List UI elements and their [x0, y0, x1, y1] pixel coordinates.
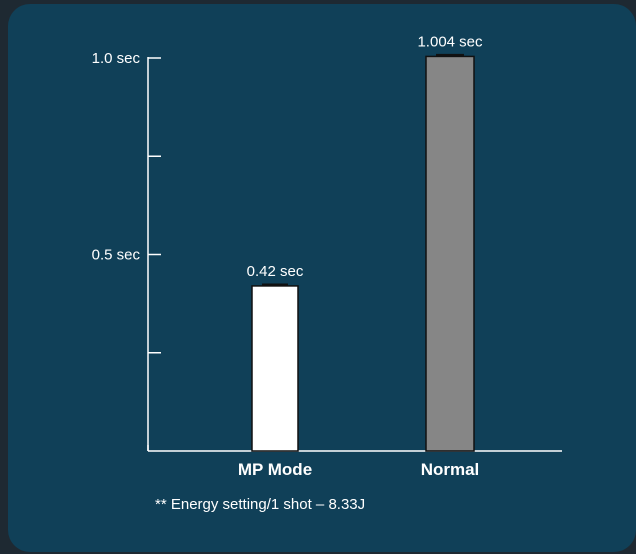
- bar-chart: 1.0 sec 0.5 sec 0.42 sec MP Mode 1.004 sec No…: [92, 33, 562, 479]
- data-label-1: 1.004 sec: [417, 33, 483, 50]
- chart-card: 1.0 sec 0.5 sec 0.42 sec MP Mode 1.004 sec No…: [8, 4, 636, 552]
- x-tick-label-0: MP Mode: [238, 460, 312, 479]
- data-label-0: 0.42 sec: [247, 263, 304, 280]
- footnote: ** Energy setting/1 shot – 8.33J: [155, 496, 366, 513]
- x-tick-label-1: Normal: [421, 460, 480, 479]
- bar-0: [251, 285, 299, 452]
- bar-1: [425, 55, 475, 452]
- y-tick-label-2: 0.5 sec: [92, 247, 141, 264]
- y-tick-label-0: 1.0 sec: [92, 50, 141, 67]
